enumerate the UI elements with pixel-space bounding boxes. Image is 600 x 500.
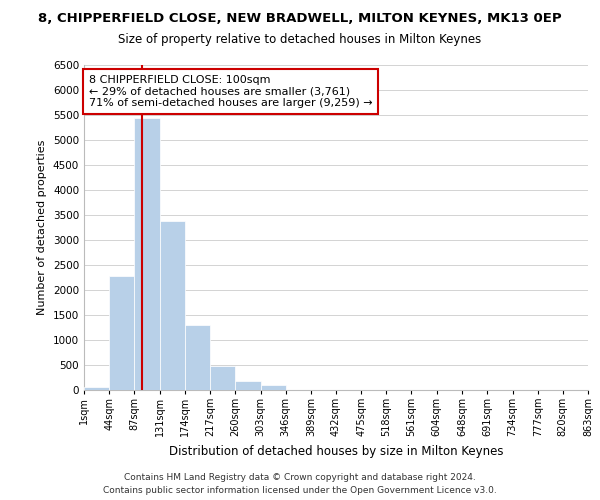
- Bar: [185, 324, 210, 390]
- Bar: [260, 385, 286, 390]
- X-axis label: Distribution of detached houses by size in Milton Keynes: Distribution of detached houses by size …: [169, 445, 503, 458]
- Text: Contains HM Land Registry data © Crown copyright and database right 2024.
Contai: Contains HM Land Registry data © Crown c…: [103, 474, 497, 495]
- Text: Size of property relative to detached houses in Milton Keynes: Size of property relative to detached ho…: [118, 32, 482, 46]
- Bar: [210, 366, 235, 390]
- Text: 8, CHIPPERFIELD CLOSE, NEW BRADWELL, MILTON KEYNES, MK13 0EP: 8, CHIPPERFIELD CLOSE, NEW BRADWELL, MIL…: [38, 12, 562, 26]
- Bar: [235, 380, 260, 390]
- Y-axis label: Number of detached properties: Number of detached properties: [37, 140, 47, 315]
- Bar: [84, 387, 109, 390]
- Bar: [109, 276, 134, 390]
- Bar: [160, 220, 185, 390]
- Text: 8 CHIPPERFIELD CLOSE: 100sqm
← 29% of detached houses are smaller (3,761)
71% of: 8 CHIPPERFIELD CLOSE: 100sqm ← 29% of de…: [89, 74, 373, 108]
- Bar: [134, 118, 160, 390]
